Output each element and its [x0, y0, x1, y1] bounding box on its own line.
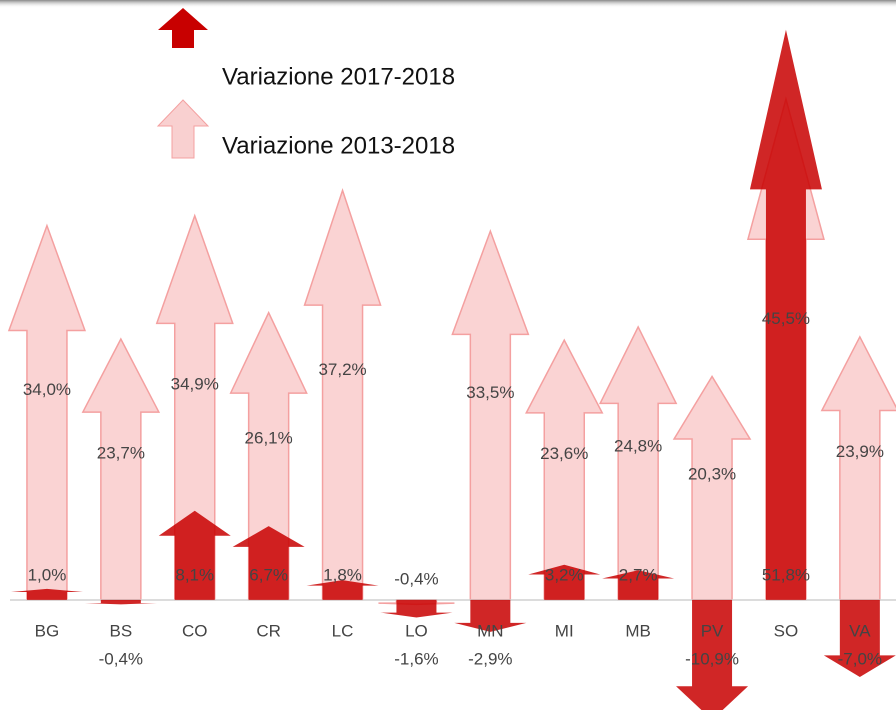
legend-label: Variazione 2013-2018 — [222, 132, 455, 159]
arrow-2017-2018 — [823, 599, 896, 677]
x-tick-label: CR — [256, 621, 281, 640]
x-tick-label: BG — [35, 621, 60, 640]
x-tick-label: PV — [701, 621, 724, 640]
arrow-2017-2018 — [380, 599, 453, 618]
value-label: -0,4% — [99, 649, 143, 668]
value-label: 45,5% — [762, 309, 810, 328]
value-label: 37,2% — [318, 360, 366, 379]
arrow-2017-2018 — [306, 580, 379, 600]
x-tick-label: VA — [849, 621, 871, 640]
labels: BG 34,0% 1,0% BS 23,7% -0,4% CO 34,9% 8,1% CR 26,1… — [23, 309, 884, 669]
legend-label: Variazione 2017-2018 — [222, 63, 455, 90]
arrow-2013-2018 — [81, 337, 161, 601]
arrow-2017-2018 — [454, 599, 527, 632]
arrow-2017-2018 — [602, 570, 675, 600]
legend-icon — [156, 99, 210, 159]
arrow-2013-2018 — [672, 375, 752, 601]
x-tick-label: MI — [555, 621, 574, 640]
x-tick-label: LC — [332, 621, 354, 640]
top-shade — [0, 0, 896, 8]
value-label: -7,0% — [838, 649, 882, 668]
value-label: -1,6% — [394, 649, 438, 668]
arrow-2013-2018 — [7, 223, 87, 601]
x-tick-label: BS — [110, 621, 133, 640]
value-label: 26,1% — [245, 429, 293, 448]
value-label: -2,9% — [468, 649, 512, 668]
arrow-2013-2018 — [303, 188, 382, 601]
value-label: 23,7% — [97, 443, 145, 462]
light-arrows — [7, 96, 896, 606]
arrow-2013-2018 — [820, 335, 896, 601]
arrow-2017-2018 — [232, 526, 305, 600]
value-label: 34,9% — [171, 374, 219, 393]
value-label: 23,9% — [836, 442, 884, 461]
arrow-2017-2018 — [749, 29, 822, 600]
value-label: 51,8% — [762, 565, 810, 584]
x-tick-label: LO — [405, 621, 428, 640]
arrow-2013-2018 — [525, 338, 604, 601]
value-label: 1,0% — [28, 565, 67, 584]
arrow-2017-2018 — [528, 564, 601, 600]
arrow-2013-2018 — [451, 228, 530, 601]
value-label: 1,8% — [323, 565, 362, 584]
value-label: 3,2% — [545, 565, 584, 584]
value-label: 34,0% — [23, 380, 71, 399]
arrow-2017-2018 — [676, 599, 749, 710]
x-tick-label: MN — [477, 621, 503, 640]
legend-icon — [158, 8, 208, 48]
dark-arrows — [10, 29, 896, 710]
x-tick-label: SO — [774, 621, 799, 640]
value-label: -0,4% — [394, 569, 438, 588]
x-tick-label: MB — [625, 621, 651, 640]
arrow-2017-2018 — [158, 510, 231, 600]
value-label: 6,7% — [249, 565, 288, 584]
arrow-2013-2018 — [598, 325, 678, 601]
value-label: 24,8% — [614, 437, 662, 456]
x-tick-label: CO — [182, 621, 208, 640]
value-label: 2,7% — [619, 565, 658, 584]
arrow-2017-2018 — [10, 588, 83, 600]
value-label: 33,5% — [466, 383, 514, 402]
value-label: 8,1% — [175, 565, 214, 584]
value-label: -10,9% — [685, 649, 739, 668]
value-label: 20,3% — [688, 464, 736, 483]
arrow-2017-2018 — [84, 599, 157, 605]
value-label: 23,6% — [540, 444, 588, 463]
